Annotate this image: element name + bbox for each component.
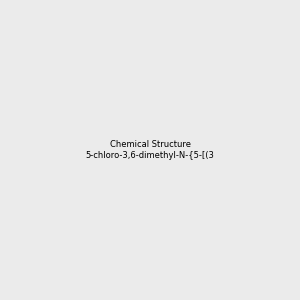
Text: Chemical Structure
5-chloro-3,6-dimethyl-N-{5-[(3: Chemical Structure 5-chloro-3,6-dimethyl… — [85, 140, 214, 160]
